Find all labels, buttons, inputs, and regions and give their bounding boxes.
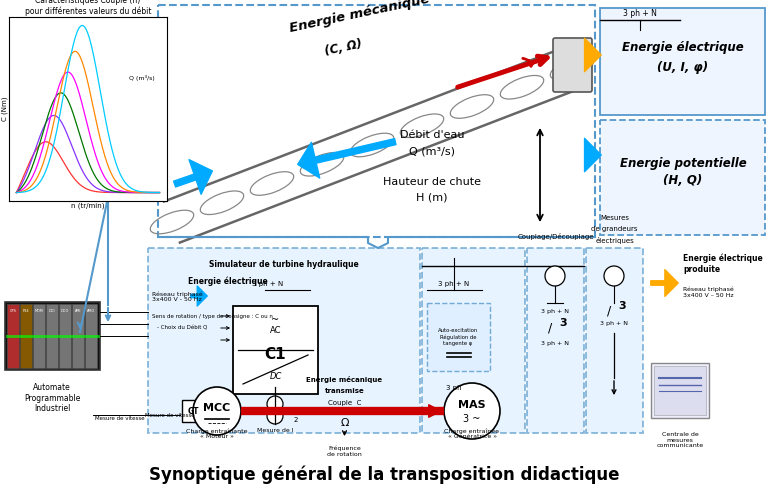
Text: Charge entraînante
« Moteur »: Charge entraînante « Moteur » [187,428,248,440]
Text: 3 ~: 3 ~ [463,414,481,424]
Text: Mesure de vitesse: Mesure de vitesse [145,413,194,417]
FancyBboxPatch shape [46,304,58,368]
FancyBboxPatch shape [233,306,318,394]
FancyBboxPatch shape [20,304,32,368]
FancyBboxPatch shape [600,120,765,235]
FancyBboxPatch shape [422,248,525,433]
Text: MAS: MAS [458,400,486,410]
Text: CPS: CPS [9,309,16,313]
FancyBboxPatch shape [72,304,84,368]
Text: Centrale de
mesures
communicante: Centrale de mesures communicante [657,432,703,448]
Text: MOM: MOM [35,309,43,313]
Text: Ω: Ω [340,418,349,428]
Text: MCC: MCC [204,403,230,413]
Text: AMO: AMO [87,309,95,313]
Text: 3 ph + N: 3 ph + N [439,281,469,287]
FancyBboxPatch shape [586,248,643,433]
Text: Sens de rotation / type de consigne : C ou n: Sens de rotation / type de consigne : C … [152,314,273,318]
Text: ~: ~ [271,315,280,325]
Circle shape [267,408,283,424]
Text: Energie électrique: Energie électrique [683,253,763,263]
Text: Q (m³/s): Q (m³/s) [129,74,154,81]
Text: Débit d'eau: Débit d'eau [400,130,464,140]
Text: Energie mécanique: Energie mécanique [289,0,431,35]
Text: Réseau triphasé
3x400 V - 50 Hz: Réseau triphasé 3x400 V - 50 Hz [152,291,203,302]
Text: de grandeurs: de grandeurs [591,226,637,232]
Text: Automate
Programmable
Industriel: Automate Programmable Industriel [24,383,80,413]
Text: DDI: DDI [48,309,55,313]
Text: 3 ph + N: 3 ph + N [541,309,569,314]
Text: 3 ph + N: 3 ph + N [541,341,569,345]
FancyBboxPatch shape [182,400,204,422]
Y-axis label: C (Nm): C (Nm) [2,97,8,122]
Text: Mesure de I: Mesure de I [257,427,294,433]
Text: Synoptique général de la transposition didactique: Synoptique général de la transposition d… [149,466,619,484]
Text: Simulateur de turbine hydraulique: Simulateur de turbine hydraulique [209,260,359,269]
FancyBboxPatch shape [527,248,584,433]
FancyBboxPatch shape [59,304,71,368]
Text: (C, Ω): (C, Ω) [323,37,363,58]
FancyBboxPatch shape [7,304,19,368]
Text: Couplage/Découplage: Couplage/Découplage [518,232,594,240]
Text: 3 ph + N: 3 ph + N [623,9,657,19]
Text: 3: 3 [559,318,567,328]
Text: H (m): H (m) [416,192,448,202]
Text: Energie potentielle: Energie potentielle [620,156,746,170]
Text: - Choix du Débit Q: - Choix du Débit Q [157,325,207,330]
Text: produite: produite [683,265,720,273]
Text: transmise: transmise [325,388,364,394]
Text: C1: C1 [265,346,286,362]
FancyBboxPatch shape [553,38,592,92]
Title: Caractéristiques Couple (n)
pour différentes valeurs du débit: Caractéristiques Couple (n) pour différe… [25,0,151,16]
X-axis label: n (tr/min): n (tr/min) [71,202,104,209]
Text: Hauteur de chute: Hauteur de chute [383,177,481,187]
Circle shape [193,387,241,435]
Text: (U, I, φ): (U, I, φ) [657,60,709,74]
Text: Energie électrique: Energie électrique [622,42,744,54]
Text: Mesure de vitesse: Mesure de vitesse [95,416,145,420]
Text: Charge entraînée
« Génératrice »: Charge entraînée « Génératrice » [445,428,499,440]
FancyBboxPatch shape [654,366,706,415]
Text: (H, Q): (H, Q) [664,173,703,187]
Text: AC: AC [270,325,281,335]
Text: /: / [548,321,552,335]
Text: 2: 2 [293,417,298,423]
FancyBboxPatch shape [600,8,765,115]
Text: GT: GT [187,407,199,416]
FancyBboxPatch shape [5,302,100,370]
Text: Auto-excitation
Régulation de
tangente φ: Auto-excitation Régulation de tangente φ [438,328,478,345]
FancyBboxPatch shape [427,303,490,371]
FancyBboxPatch shape [651,363,709,418]
Text: DC: DC [270,371,282,381]
Text: Energie électrique: Energie électrique [188,276,268,286]
Text: Réseau triphasé
3x400 V – 50 Hz: Réseau triphasé 3x400 V – 50 Hz [683,286,733,297]
Circle shape [444,383,500,439]
Circle shape [545,266,565,286]
Text: 3 ph + N: 3 ph + N [600,320,628,325]
FancyBboxPatch shape [85,304,97,368]
Text: Q (m³/s): Q (m³/s) [409,146,455,156]
Text: Fréquence
de rotation: Fréquence de rotation [327,445,362,457]
Text: DDO: DDO [61,309,69,313]
Text: 3 ph: 3 ph [446,385,462,391]
Text: /: / [607,304,611,318]
Circle shape [604,266,624,286]
FancyBboxPatch shape [33,304,45,368]
Text: Energie mécanique: Energie mécanique [306,375,382,383]
Text: électriques: électriques [595,237,634,244]
Text: AMI: AMI [74,309,81,313]
FancyBboxPatch shape [148,248,420,433]
Text: 3: 3 [618,301,626,311]
Circle shape [267,396,283,412]
Text: 3 ph + N: 3 ph + N [253,281,283,287]
Text: Couple  C: Couple C [328,400,361,406]
Text: Mesures: Mesures [600,215,629,221]
Text: P34: P34 [23,309,29,313]
